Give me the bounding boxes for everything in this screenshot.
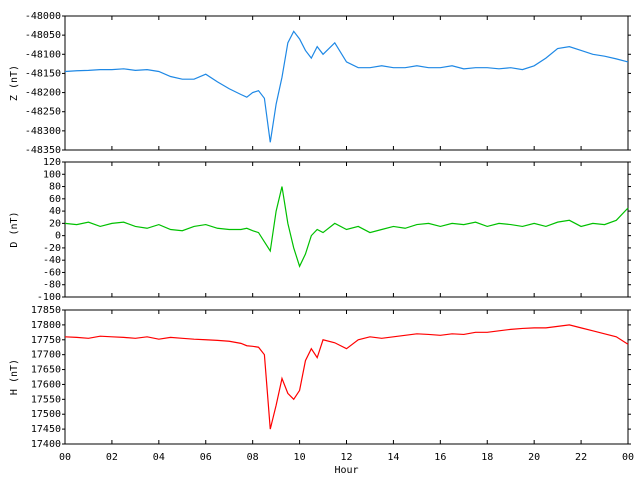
y-tick-label: 17800 <box>31 320 61 331</box>
y-tick-label: 17750 <box>31 335 61 346</box>
x-tick-label: 06 <box>200 452 212 463</box>
data-line <box>64 324 629 430</box>
x-tick-label: 00 <box>59 452 71 463</box>
x-tick-label: 10 <box>294 452 306 463</box>
x-tick-label: 04 <box>153 452 165 463</box>
x-tick-label: 00 <box>622 452 634 463</box>
x-axis-label: Hour <box>334 465 358 476</box>
x-tick-label: 02 <box>106 452 118 463</box>
y-tick-label: 17600 <box>31 379 61 390</box>
y-tick-label: 17650 <box>31 365 61 376</box>
y-tick-label: -48150 <box>25 68 61 79</box>
y-tick-label: 17700 <box>31 350 61 361</box>
y-tick-label: 100 <box>43 169 61 180</box>
y-tick-label: -80 <box>43 280 61 291</box>
data-line <box>64 30 629 143</box>
x-tick-label: 22 <box>575 452 587 463</box>
data-line <box>64 186 629 268</box>
y-tick-label: -48300 <box>25 126 61 137</box>
y-axis-label: H (nT) <box>9 359 20 395</box>
y-axis-label: Z (nT) <box>9 65 20 101</box>
y-tick-label: -48350 <box>25 145 61 156</box>
y-tick-label: 17400 <box>31 439 61 450</box>
y-tick-label: 120 <box>43 157 61 168</box>
y-axis-label: D (nT) <box>9 211 20 247</box>
y-tick-label: -48000 <box>25 11 61 22</box>
y-tick-label: 60 <box>49 194 61 205</box>
y-tick-label: 20 <box>49 218 61 229</box>
y-tick-label: 17550 <box>31 394 61 405</box>
x-tick-label: 20 <box>528 452 540 463</box>
y-tick-label: -40 <box>43 255 61 266</box>
y-tick-label: 40 <box>49 206 61 217</box>
y-tick-label: -48050 <box>25 30 61 41</box>
y-tick-label: 17850 <box>31 305 61 316</box>
y-tick-label: -48200 <box>25 88 61 99</box>
x-tick-label: 14 <box>387 452 399 463</box>
y-tick-label: -60 <box>43 267 61 278</box>
x-tick-label: 16 <box>434 452 446 463</box>
y-tick-label: 0 <box>55 231 61 242</box>
y-tick-label: -100 <box>37 292 61 303</box>
plot-frame <box>64 15 629 151</box>
x-tick-label: 08 <box>247 452 259 463</box>
y-tick-label: 80 <box>49 182 61 193</box>
y-tick-label: -48100 <box>25 49 61 60</box>
x-tick-label: 18 <box>481 452 493 463</box>
x-tick-label: 12 <box>340 452 352 463</box>
y-tick-label: -48250 <box>25 107 61 118</box>
y-tick-label: 17450 <box>31 424 61 435</box>
y-tick-label: 17500 <box>31 409 61 420</box>
y-tick-label: -20 <box>43 243 61 254</box>
plot-frame <box>64 309 629 445</box>
